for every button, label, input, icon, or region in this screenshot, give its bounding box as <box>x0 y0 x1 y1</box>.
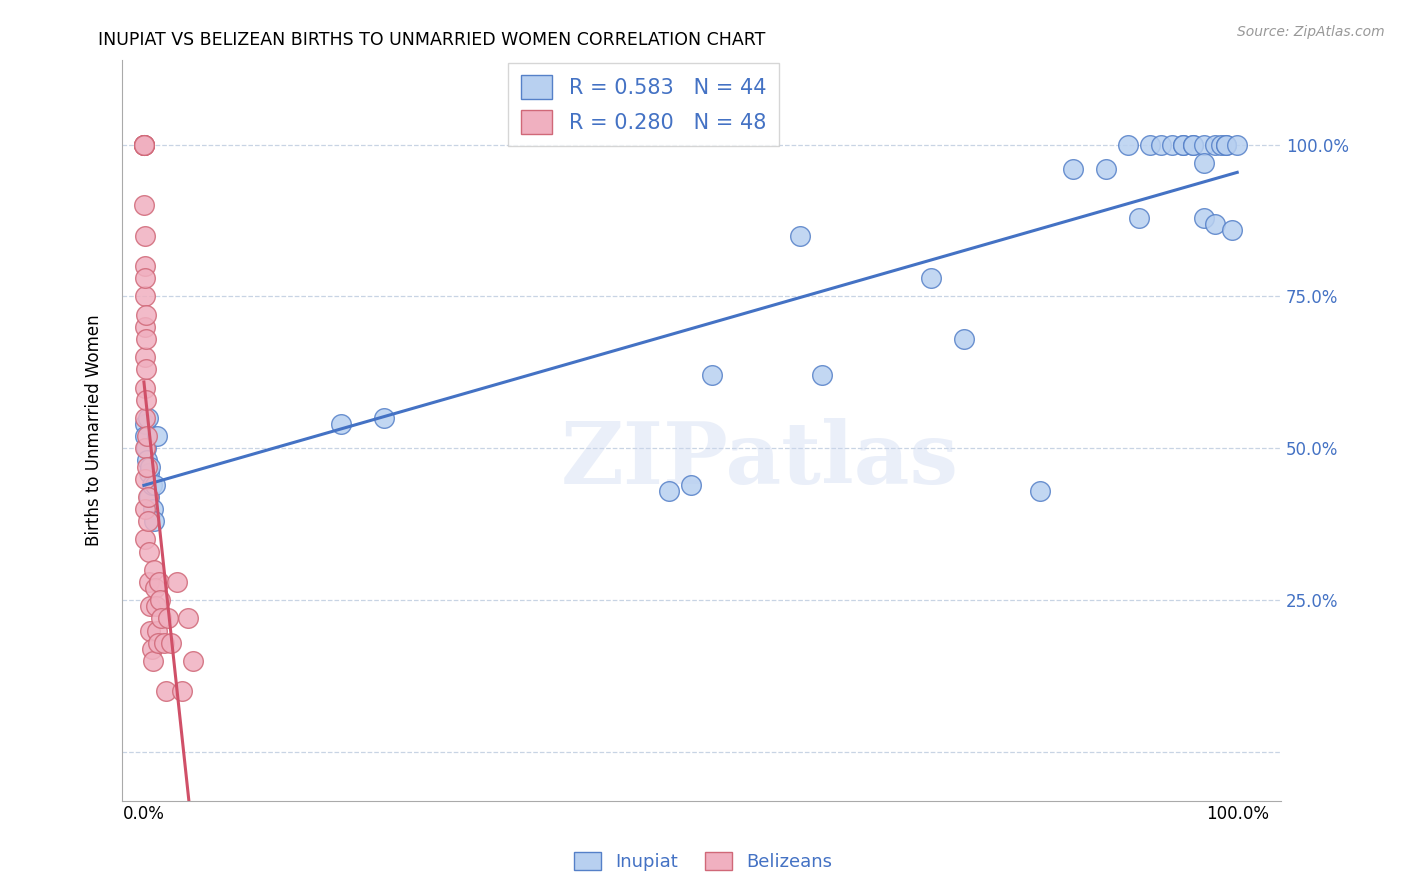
Point <box>136 411 159 425</box>
Point <box>1220 222 1243 236</box>
Point <box>134 137 156 152</box>
Point <box>134 350 156 364</box>
Point <box>172 684 194 698</box>
Point <box>1095 161 1118 176</box>
Point <box>160 636 183 650</box>
Point <box>135 442 157 456</box>
Point <box>1194 211 1216 225</box>
Point <box>150 611 173 625</box>
Point <box>145 599 167 614</box>
Point <box>141 477 163 491</box>
Point <box>1062 161 1084 176</box>
Point <box>143 581 166 595</box>
Point <box>134 137 156 152</box>
Point <box>138 466 160 480</box>
Point <box>134 137 156 152</box>
Point <box>1215 137 1237 152</box>
Point <box>134 228 156 243</box>
Point <box>135 332 157 346</box>
Point <box>138 574 160 589</box>
Point <box>134 319 156 334</box>
Point <box>1182 137 1205 152</box>
Y-axis label: Births to Unmarried Women: Births to Unmarried Women <box>86 314 103 546</box>
Point <box>134 429 156 443</box>
Point <box>329 417 352 431</box>
Point <box>1194 137 1216 152</box>
Point <box>142 514 165 528</box>
Point <box>141 641 163 656</box>
Point <box>134 137 156 152</box>
Point <box>142 502 165 516</box>
Point <box>810 368 832 383</box>
Point <box>1204 137 1226 152</box>
Point <box>136 490 159 504</box>
Point <box>155 684 177 698</box>
Point <box>142 654 165 668</box>
Point <box>143 477 166 491</box>
Point <box>1182 137 1205 152</box>
Point <box>1116 137 1139 152</box>
Point <box>134 533 156 547</box>
Point <box>136 453 159 467</box>
Point <box>134 502 156 516</box>
Point <box>1204 217 1226 231</box>
Text: INUPIAT VS BELIZEAN BIRTHS TO UNMARRIED WOMEN CORRELATION CHART: INUPIAT VS BELIZEAN BIRTHS TO UNMARRIED … <box>98 31 766 49</box>
Point <box>1209 137 1232 152</box>
Point <box>139 624 162 638</box>
Point <box>181 654 204 668</box>
Point <box>134 137 156 152</box>
Point <box>1171 137 1194 152</box>
Point <box>146 624 169 638</box>
Point <box>1194 156 1216 170</box>
Point <box>152 636 174 650</box>
Point <box>134 411 156 425</box>
Point <box>1215 137 1237 152</box>
Point <box>134 198 156 212</box>
Point <box>136 429 159 443</box>
Point <box>156 611 179 625</box>
Legend: Inupiat, Belizeans: Inupiat, Belizeans <box>567 845 839 879</box>
Point <box>702 368 724 383</box>
Legend: R = 0.583   N = 44, R = 0.280   N = 48: R = 0.583 N = 44, R = 0.280 N = 48 <box>509 62 779 146</box>
Point <box>134 442 156 456</box>
Point <box>146 636 169 650</box>
Point <box>166 574 188 589</box>
Point <box>1150 137 1173 152</box>
Point <box>134 381 156 395</box>
Point <box>139 459 162 474</box>
Point <box>146 429 169 443</box>
Point <box>134 417 156 431</box>
Text: Source: ZipAtlas.com: Source: ZipAtlas.com <box>1237 25 1385 39</box>
Point <box>1139 137 1161 152</box>
Point <box>136 459 159 474</box>
Point <box>176 611 198 625</box>
Point <box>135 308 157 322</box>
Point <box>789 228 811 243</box>
Point <box>134 472 156 486</box>
Point <box>142 563 165 577</box>
Point <box>135 362 157 376</box>
Point <box>1160 137 1182 152</box>
Text: ZIPatlas: ZIPatlas <box>561 417 959 502</box>
Point <box>658 483 681 498</box>
Point <box>135 392 157 407</box>
Point <box>138 544 160 558</box>
Point <box>138 490 160 504</box>
Point <box>149 593 172 607</box>
Point <box>1029 483 1052 498</box>
Point <box>134 259 156 273</box>
Point <box>1128 211 1150 225</box>
Point <box>136 514 159 528</box>
Point <box>679 477 702 491</box>
Point <box>148 574 170 589</box>
Point <box>373 411 395 425</box>
Point <box>134 271 156 285</box>
Point <box>1171 137 1194 152</box>
Point <box>134 289 156 303</box>
Point <box>1226 137 1249 152</box>
Point <box>953 332 976 346</box>
Point <box>920 271 942 285</box>
Point <box>139 599 162 614</box>
